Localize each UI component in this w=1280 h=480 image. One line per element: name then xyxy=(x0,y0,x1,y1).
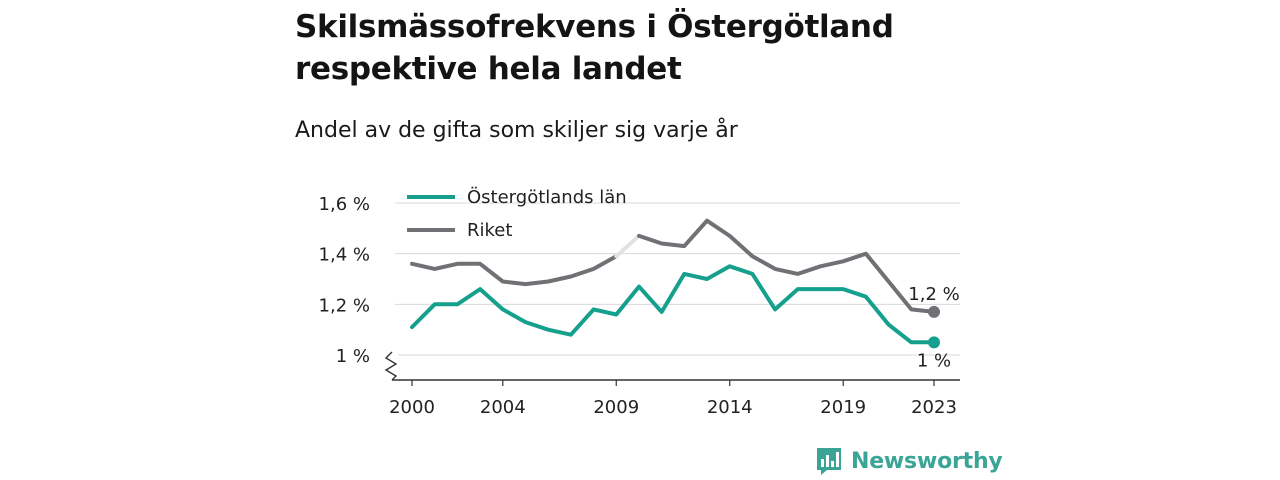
gridlines: 1 % 1,2 % 1,4 % 1,6 % xyxy=(319,194,960,367)
series-end-point xyxy=(928,305,940,318)
end-value-label: 1,2 % xyxy=(908,284,959,305)
newsworthy-logo-icon xyxy=(817,448,841,475)
y-tick-label: 1,6 % xyxy=(319,194,370,215)
x-tick-label: 2019 xyxy=(820,397,866,418)
series-end-point xyxy=(928,336,940,349)
axes: 2000 2004 2009 2014 2019 2023 xyxy=(384,351,960,418)
brand-logo: Newsworthy xyxy=(815,446,1003,476)
y-tick-label: 1 % xyxy=(336,346,370,367)
series-lines xyxy=(410,218,940,349)
y-tick-label: 1,4 % xyxy=(319,245,370,266)
brand-name: Newsworthy xyxy=(851,448,1003,474)
legend-label: Riket xyxy=(467,220,512,241)
series-line xyxy=(410,254,619,287)
labels: 1,2 % 1 % xyxy=(908,284,959,371)
chart-subtitle: Andel av de gifta som skiljer sig varje … xyxy=(295,118,738,143)
x-tick-label: 2014 xyxy=(707,397,753,418)
legend: Östergötlands län Riket xyxy=(407,186,627,241)
x-tick-label: 2004 xyxy=(480,397,526,418)
end-value-label: 1 % xyxy=(917,350,951,371)
legend-label: Östergötlands län xyxy=(467,186,627,208)
series-line xyxy=(614,233,641,259)
x-tick-label: 2009 xyxy=(593,397,639,418)
chart-title: Skilsmässofrekvens i Östergötland respek… xyxy=(295,9,894,87)
axis-break-icon xyxy=(384,351,398,381)
y-tick-label: 1,2 % xyxy=(319,295,370,316)
x-tick-label: 2000 xyxy=(389,397,435,418)
series-line xyxy=(637,218,936,314)
x-tick-label: 2023 xyxy=(911,397,957,418)
series-line xyxy=(410,264,936,345)
